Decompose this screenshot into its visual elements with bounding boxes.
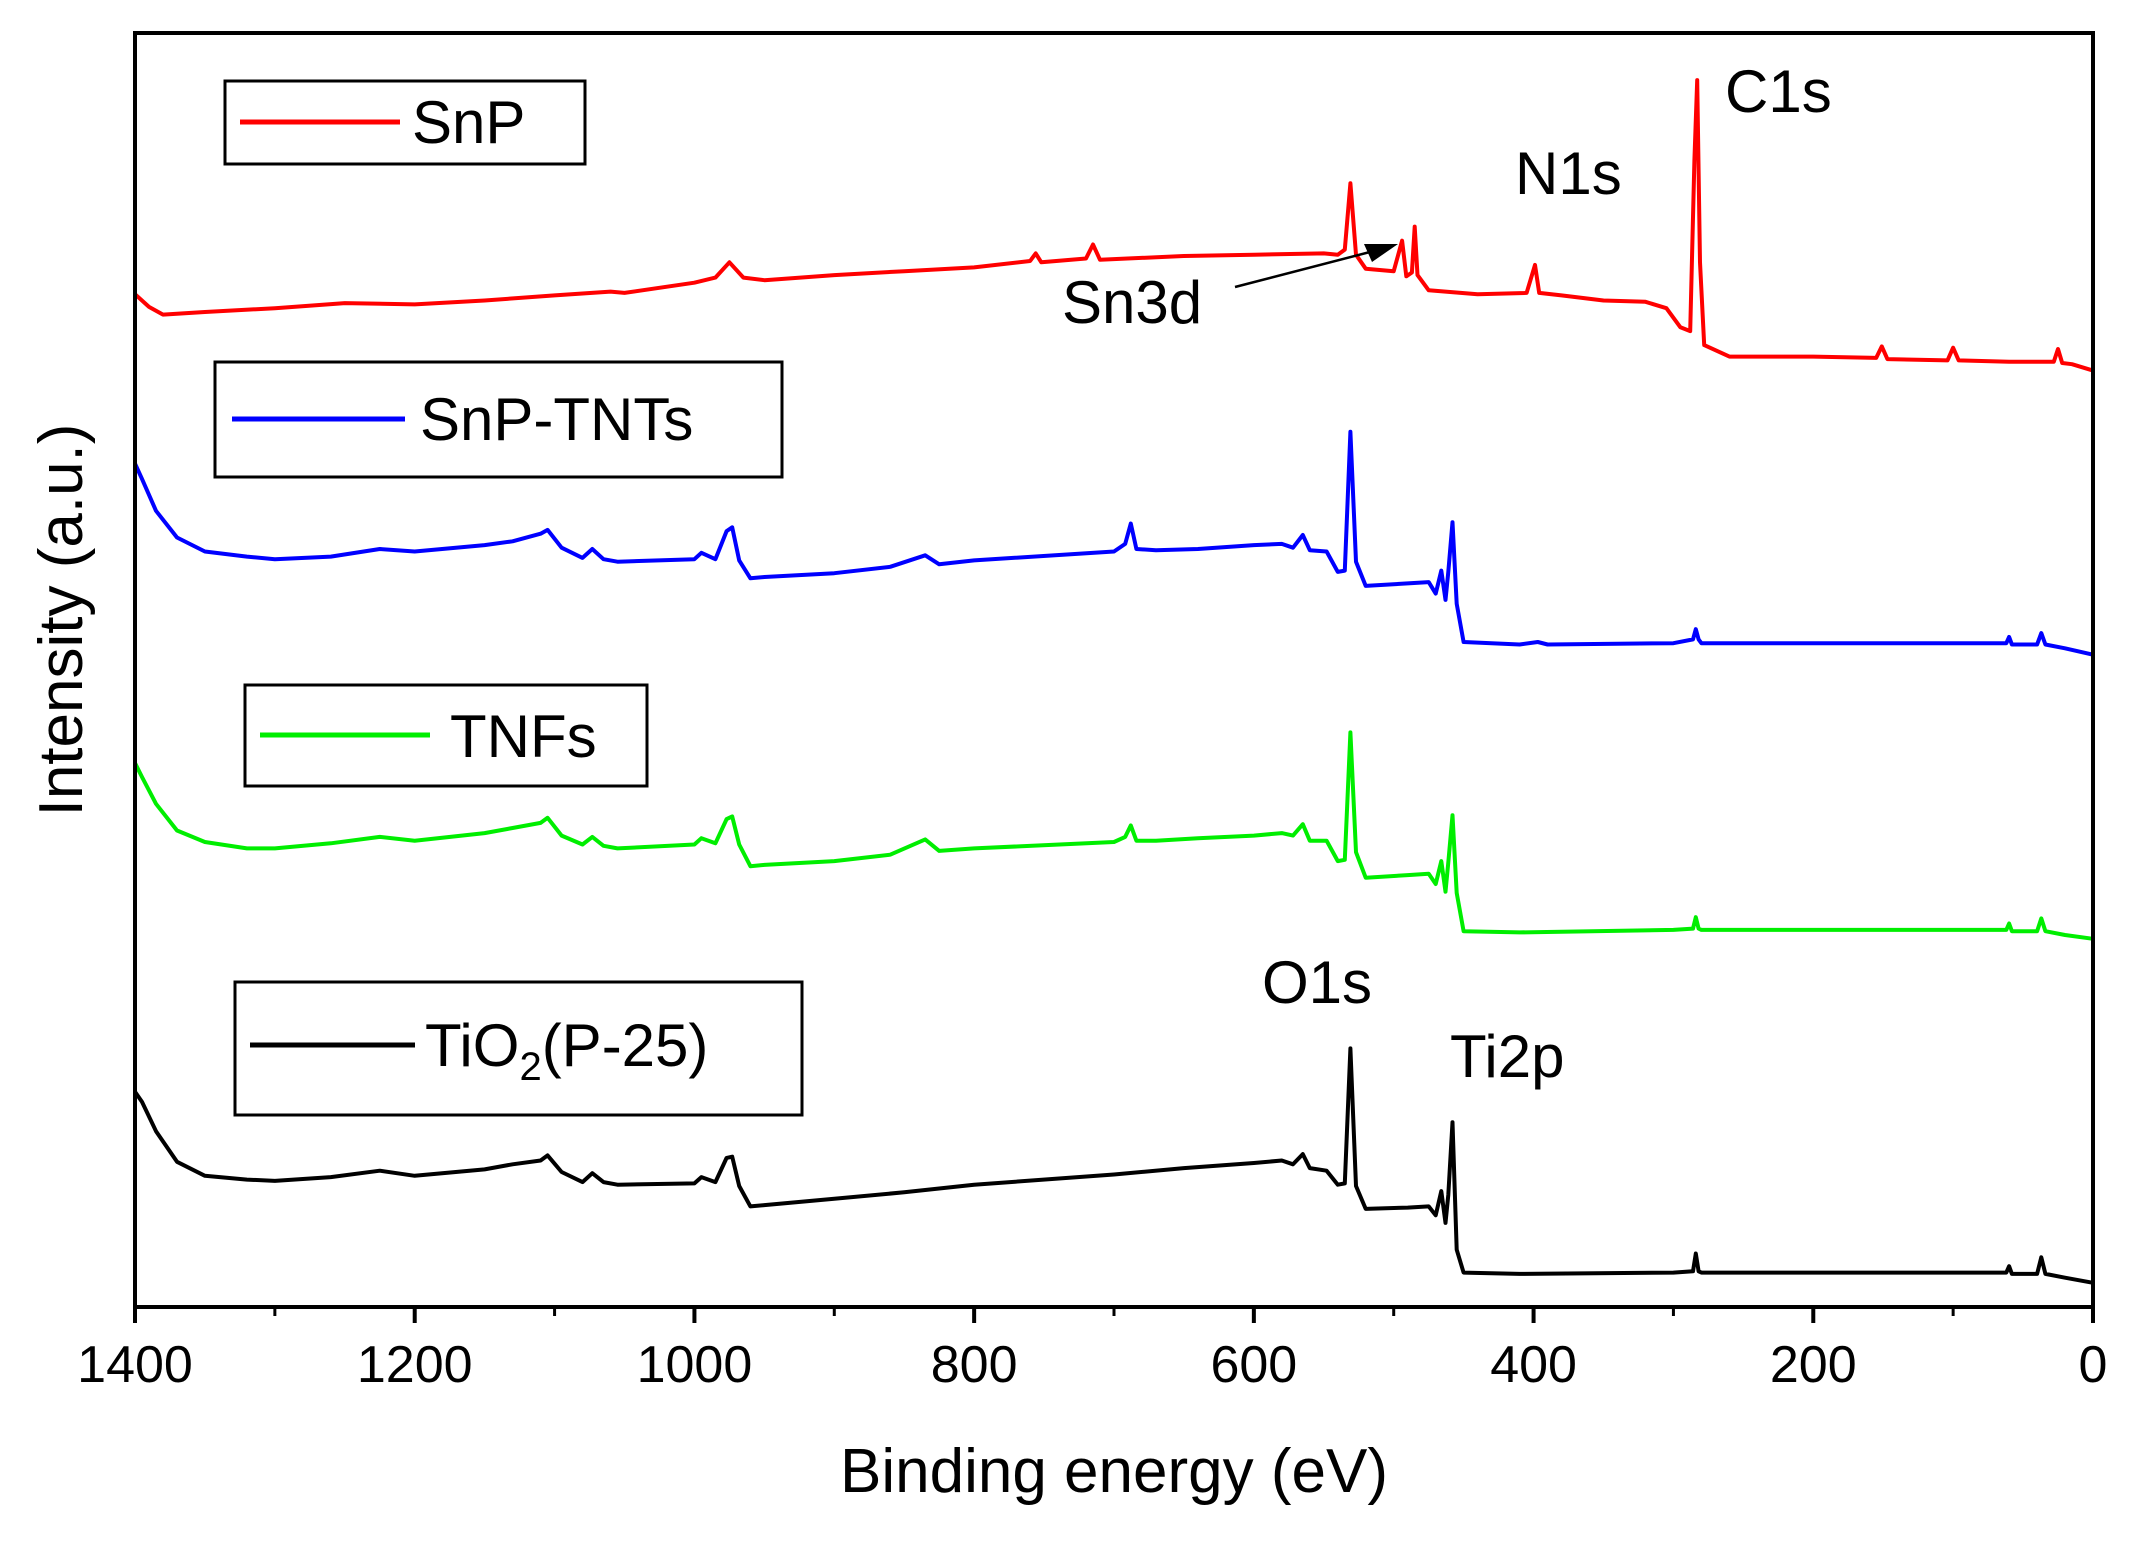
x-tick-label-1400: 1400	[77, 1336, 193, 1394]
series-line-tnfs	[133, 730, 2094, 941]
annotation-o1s: O1s	[1262, 949, 1372, 1016]
sn3d-arrow-line	[1234, 250, 1371, 289]
x-tick-label-400: 400	[1490, 1336, 1577, 1394]
annotation-sn3d: Sn3d	[1062, 269, 1202, 336]
x-tick-label-600: 600	[1210, 1336, 1297, 1394]
x-tick-label-1200: 1200	[357, 1336, 473, 1394]
legend-snp: SnP	[223, 79, 587, 166]
x-tick-label-200: 200	[1770, 1336, 1857, 1394]
series-line-tio2-p-25	[133, 1046, 2094, 1285]
x-axis-title: Binding energy (eV)	[840, 1437, 1388, 1506]
sn3d-arrow-head	[1364, 244, 1398, 262]
legend-label-snp-tnts: SnP-TNTs	[420, 386, 693, 453]
series-line-snp-tnts	[133, 429, 2094, 657]
legend-label-tio2-rest: (P-25)	[542, 1012, 709, 1079]
legend-tnfs: TNFs	[243, 683, 649, 788]
annotation-sn3d-arrow	[1234, 244, 1398, 289]
legend-label-tio2: TiO2(P-25)	[425, 1012, 708, 1089]
legend-snp-tnts: SnP-TNTs	[213, 360, 784, 479]
legend-tio2: TiO2(P-25)	[233, 980, 804, 1117]
x-tick-label-800: 800	[931, 1336, 1018, 1394]
legend-label-tnfs: TNFs	[450, 703, 597, 770]
x-tick-label-1000: 1000	[637, 1336, 753, 1394]
legend-label-snp: SnP	[412, 89, 525, 156]
legend-box-tio2	[233, 980, 804, 1117]
series-layer	[133, 78, 2094, 1285]
y-axis-title: Intensity (a.u.)	[27, 424, 96, 817]
legend-label-tio2-main: TiO	[425, 1012, 519, 1079]
annotation-ti2p: Ti2p	[1450, 1023, 1565, 1090]
annotation-c1s: C1s	[1725, 58, 1832, 125]
x-axis: 1400 1200 1000 800 600 400 200 0	[77, 1307, 2107, 1394]
x-tick-label-0: 0	[2079, 1336, 2108, 1394]
legend-label-tio2-sub: 2	[519, 1045, 541, 1089]
annotation-n1s: N1s	[1515, 140, 1622, 207]
series-line-snp	[133, 78, 2094, 373]
